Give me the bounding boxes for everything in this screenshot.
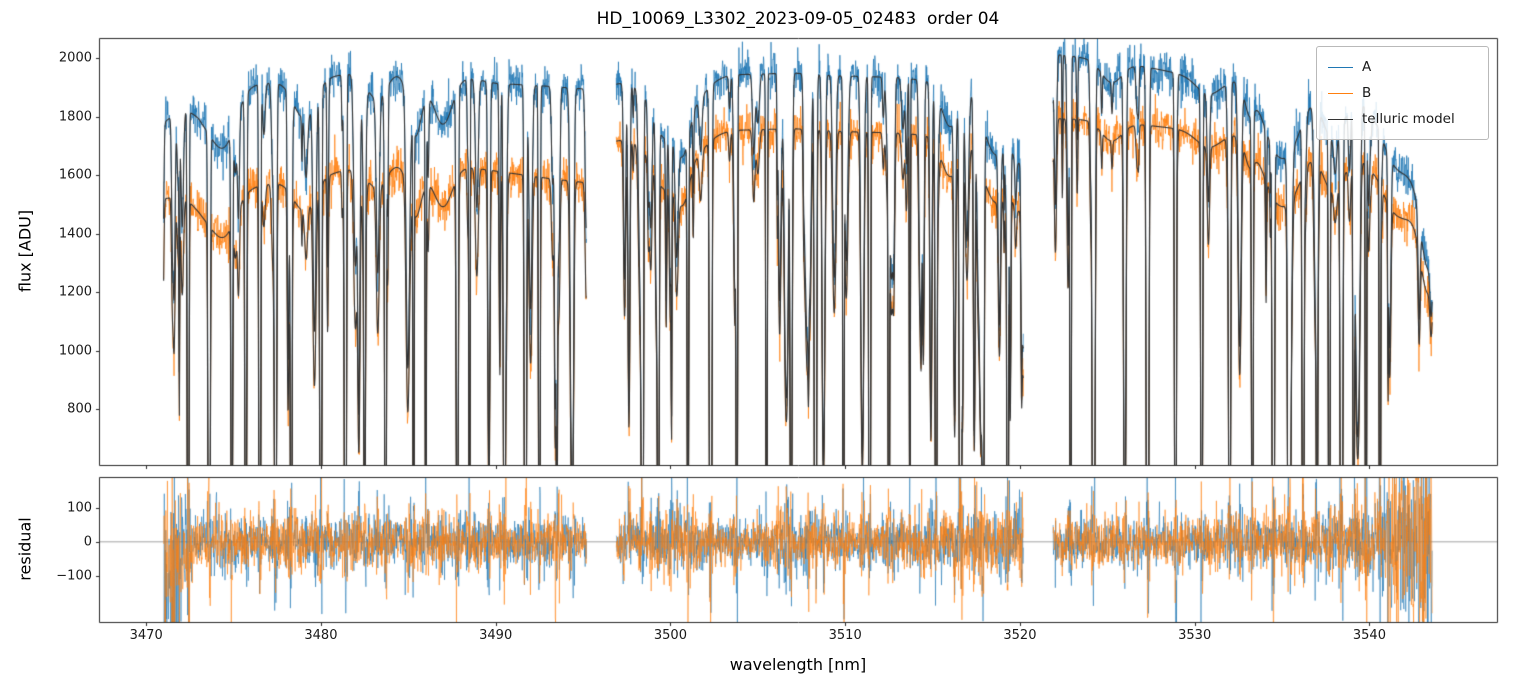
x-tick-label: 3540 — [1352, 628, 1386, 643]
x-tick-label: 3520 — [1003, 628, 1037, 643]
x-tick-label: 3500 — [653, 628, 687, 643]
legend-label-a: A — [1362, 59, 1372, 75]
flux-y-tick-label: 1200 — [58, 284, 92, 300]
flux-y-tick-label: 1000 — [58, 343, 92, 359]
legend-label-telluric: telluric model — [1362, 111, 1455, 127]
residual-axis-label: residual — [15, 517, 35, 581]
legend: A B telluric model — [1316, 46, 1489, 140]
x-tick-label: 3510 — [828, 628, 862, 643]
x-tick-label: 3470 — [129, 628, 163, 643]
residual-y-tick-label: 100 — [67, 500, 92, 516]
legend-line-telluric-swatch — [1328, 118, 1353, 120]
flux-y-tick-label: 2000 — [58, 50, 92, 66]
legend-entry-b: B — [1328, 80, 1476, 106]
x-tick-label: 3480 — [304, 628, 338, 643]
legend-entry-a: A — [1328, 54, 1476, 80]
legend-entry-telluric-model: telluric model — [1328, 106, 1476, 132]
residual-y-tick-label: 0 — [83, 534, 92, 550]
flux-y-tick-label: 1800 — [58, 109, 92, 125]
figure-title: HD_10069_L3302_2023-09-05_02483 order 04 — [596, 9, 1000, 29]
x-tick-label: 3530 — [1178, 628, 1212, 643]
legend-label-b: B — [1362, 85, 1372, 101]
residual-y-tick-label: −100 — [56, 568, 92, 584]
flux-y-tick-label: 800 — [67, 401, 92, 417]
legend-line-a-swatch — [1328, 66, 1353, 68]
flux-axis-label: flux [ADU] — [15, 209, 35, 293]
wavelength-axis-label: wavelength [nm] — [729, 655, 867, 674]
legend-line-b-swatch — [1328, 92, 1353, 94]
flux-y-tick-label: 1400 — [58, 226, 92, 242]
flux-y-tick-label: 1600 — [58, 167, 92, 183]
x-tick-label: 3490 — [479, 628, 513, 643]
